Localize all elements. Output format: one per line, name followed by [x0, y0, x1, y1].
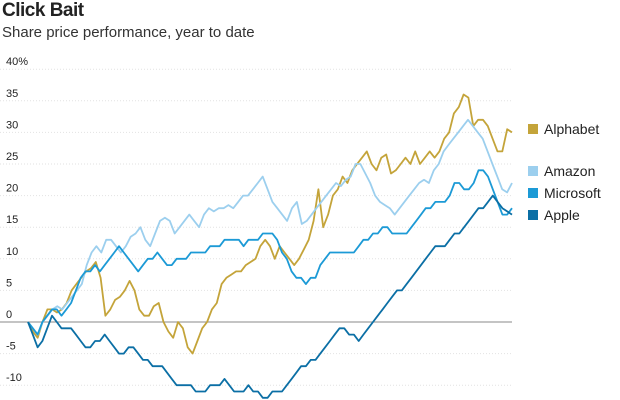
gridlines	[0, 68, 512, 386]
series-lines	[27, 93, 513, 399]
y-tick-label: 35	[6, 88, 18, 100]
y-tick-label: 20	[6, 183, 18, 195]
y-tick-label: 5	[6, 277, 12, 289]
y-tick-label: 40%	[6, 56, 28, 68]
y-axis-tick-labels: 40% 35 30 25 20 15 10 5 0 -5 -10	[6, 56, 28, 384]
y-tick-label: 10	[6, 246, 18, 258]
chart-title: Click Bait	[2, 0, 84, 21]
legend-swatch-apple	[528, 210, 538, 220]
y-tick-label: 15	[6, 214, 18, 226]
legend-label-microsoft: Microsoft	[544, 185, 601, 201]
legend: Alphabet Amazon Microsoft Apple	[528, 121, 601, 223]
y-tick-label: 30	[6, 119, 18, 131]
series-line-alphabet	[27, 93, 513, 355]
y-tick-label: 25	[6, 151, 18, 163]
legend-label-alphabet: Alphabet	[544, 121, 599, 137]
y-tick-label: 0	[6, 309, 12, 321]
legend-label-amazon: Amazon	[544, 163, 595, 179]
legend-label-apple: Apple	[544, 207, 580, 223]
legend-swatch-alphabet	[528, 124, 538, 134]
y-tick-label: -5	[6, 341, 16, 353]
series-line-microsoft	[27, 169, 513, 336]
legend-swatch-amazon	[528, 166, 538, 176]
legend-swatch-microsoft	[528, 188, 538, 198]
y-tick-label: -10	[6, 372, 22, 384]
series-line-amazon	[27, 118, 513, 336]
chart-subtitle: Share price performance, year to date	[2, 24, 255, 41]
series-line-apple	[27, 194, 513, 399]
